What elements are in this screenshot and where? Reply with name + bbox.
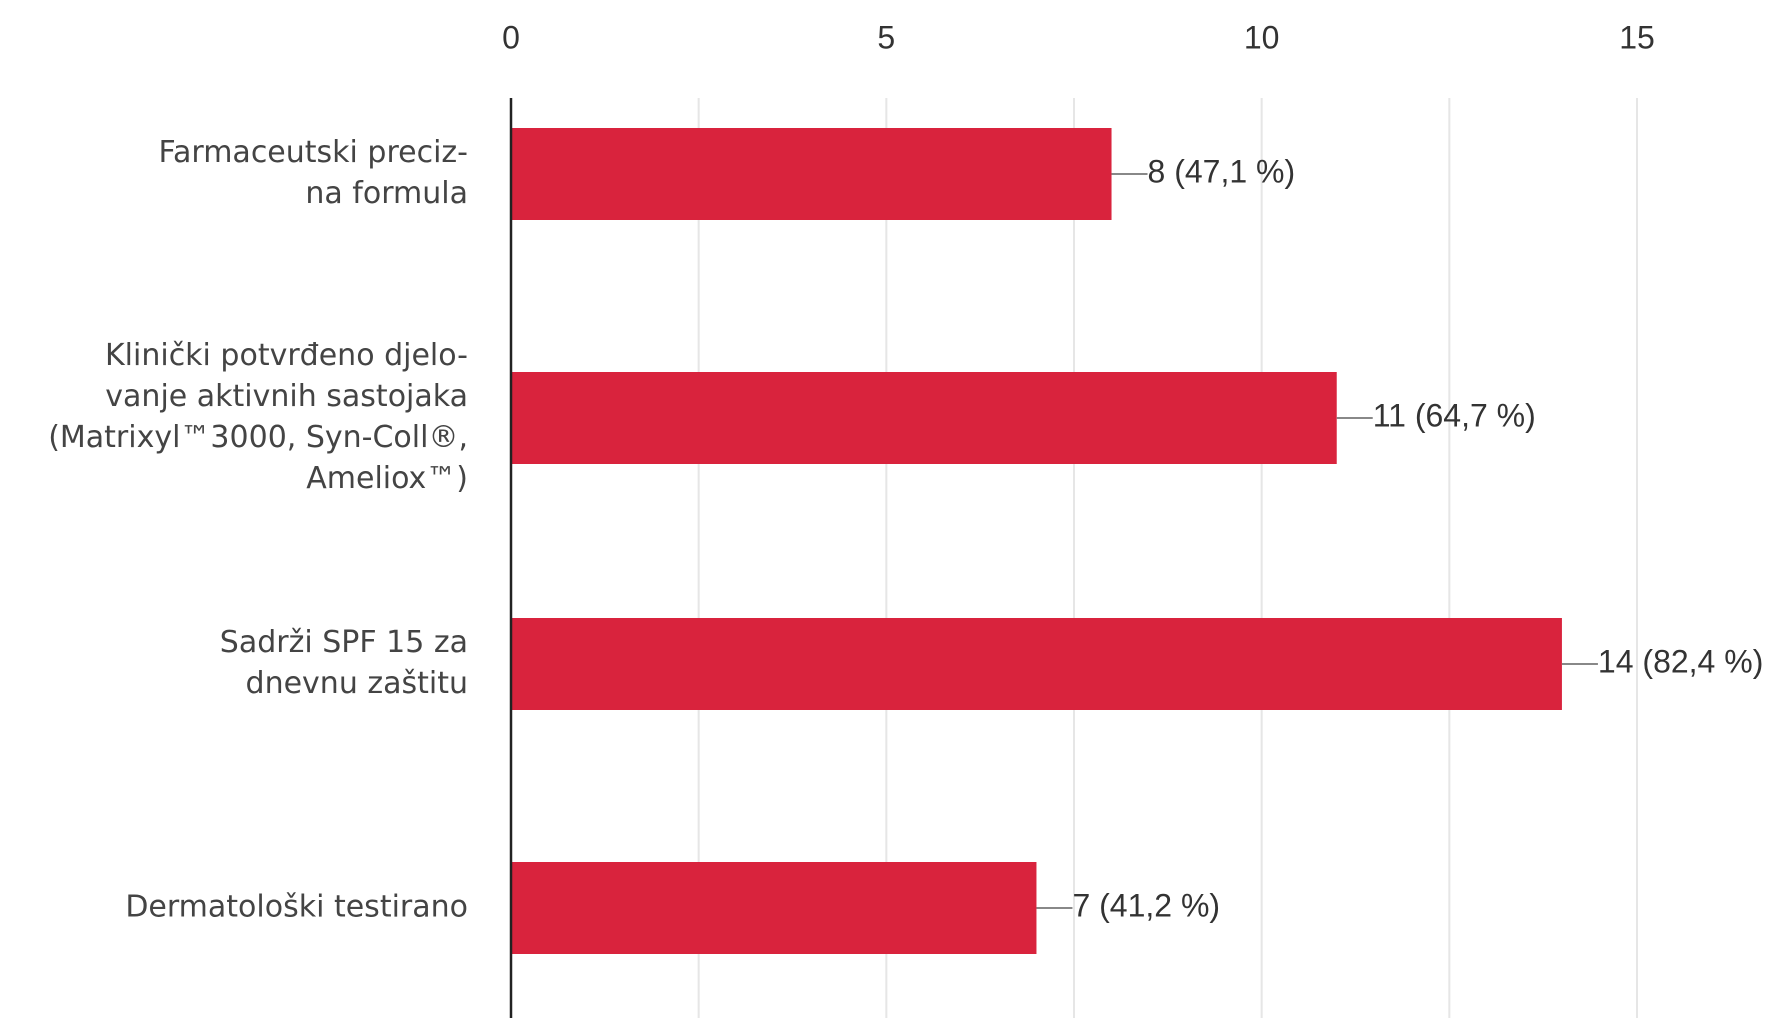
category-label: dnevnu zaštitu <box>246 666 468 701</box>
category-label: (Matrixyl™3000, Syn-Coll®, <box>48 420 468 455</box>
data-label-1: 11 (64,7 %) <box>1373 397 1536 433</box>
category-label: Sadrži SPF 15 za <box>220 625 468 660</box>
category-label: Ameliox™) <box>306 461 468 496</box>
bar-0 <box>511 128 1112 220</box>
category-label: Farmaceutski preciz- <box>159 135 468 170</box>
data-label-2: 14 (82,4 %) <box>1598 643 1763 679</box>
category-label: na formula <box>305 176 468 211</box>
bar-3 <box>511 862 1037 954</box>
category-label: Klinički potvrđeno djelo- <box>105 338 468 373</box>
data-label-3: 7 (41,2 %) <box>1072 887 1220 923</box>
category-label: vanje aktivnih sastojaka <box>105 379 468 414</box>
bar-1 <box>511 372 1337 464</box>
data-label-0: 8 (47,1 %) <box>1148 153 1296 189</box>
x-tick-label: 0 <box>502 19 520 55</box>
x-tick-label: 15 <box>1619 19 1655 55</box>
x-tick-label: 5 <box>877 19 895 55</box>
x-tick-label: 10 <box>1244 19 1280 55</box>
category-label: Dermatološki testirano <box>125 890 468 925</box>
bar-2 <box>511 618 1562 710</box>
